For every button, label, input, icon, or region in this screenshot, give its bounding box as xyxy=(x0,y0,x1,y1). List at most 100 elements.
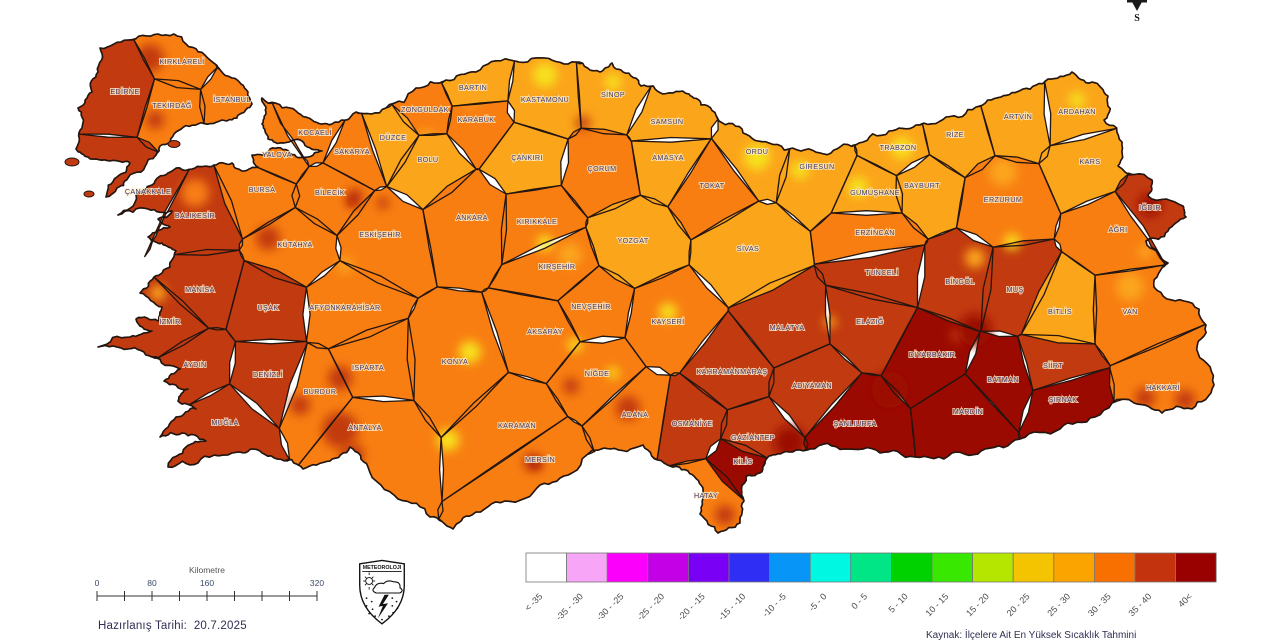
province-label: NEVŞEHİR xyxy=(571,302,611,311)
province-label: SAKARYA xyxy=(334,147,370,156)
island xyxy=(167,140,181,148)
province-label: MERSİN xyxy=(525,455,555,464)
province-cell xyxy=(213,162,300,240)
province-border xyxy=(624,264,730,377)
temperature-patch xyxy=(322,412,358,448)
province-cell xyxy=(407,286,509,438)
legend-label: -15 - -10 xyxy=(716,591,747,622)
islands-layer xyxy=(64,140,181,198)
province-cell xyxy=(160,383,290,468)
province-label: KIRIKKALE xyxy=(517,217,557,226)
province-cell xyxy=(576,62,652,135)
logo-title: METEOROLOJI xyxy=(363,565,402,571)
legend-swatch xyxy=(931,552,973,583)
province-label: İZMİR xyxy=(159,317,180,326)
province-border xyxy=(305,260,419,350)
province-label: SİNOP xyxy=(601,90,625,99)
province-label: ISPARTA xyxy=(352,363,384,372)
province-cell xyxy=(980,81,1051,164)
province-label: ZONGULDAK xyxy=(401,105,449,114)
province-cell xyxy=(507,57,582,139)
province-border xyxy=(386,133,477,211)
temperature-patch xyxy=(558,243,582,267)
province-label: BİTLİS xyxy=(1048,307,1072,316)
province-cell xyxy=(546,337,647,426)
province-label: ELAZIĞ xyxy=(856,317,884,326)
province-label: ADIYAMAN xyxy=(792,381,832,390)
province-label: DENİZLİ xyxy=(253,370,283,379)
province-cell xyxy=(1115,173,1186,265)
logo-lightning-icon xyxy=(377,594,389,619)
province-cell xyxy=(76,134,159,197)
province-border xyxy=(955,155,1062,248)
legend-swatch xyxy=(1175,552,1217,583)
province-label: ÇANKIRI xyxy=(511,153,543,162)
province-label: MALATYA xyxy=(770,323,805,332)
temperature-patch xyxy=(563,378,579,394)
province-cell xyxy=(956,155,1061,248)
province-label: DÜZCE xyxy=(380,133,407,142)
temperature-patch xyxy=(989,158,1017,186)
province-label: AYDIN xyxy=(183,360,206,369)
coastline xyxy=(75,33,253,198)
province-label: KARS xyxy=(1080,157,1101,166)
province-label: MUŞ xyxy=(1006,285,1023,294)
legend-swatch xyxy=(647,552,689,583)
legend-swatch xyxy=(566,552,608,583)
temperature-patch xyxy=(347,197,357,207)
province-cell xyxy=(631,138,712,207)
province-label: TRABZON xyxy=(880,143,917,152)
prepared-date-value: 20.7.2025 xyxy=(193,620,247,632)
province-border xyxy=(824,284,919,377)
province-label: ARTVİN xyxy=(1004,112,1032,121)
temperature-patch xyxy=(150,285,166,301)
province-label: BARTIN xyxy=(459,83,487,92)
province-label: DİYARBAKIR xyxy=(909,350,956,359)
temperature-patch xyxy=(437,429,459,451)
province-label: KOCAELİ xyxy=(298,128,332,137)
legend-label: 25 - 30 xyxy=(1045,591,1072,618)
province-label: KONYA xyxy=(442,357,468,366)
province-label: OSMANİYE xyxy=(672,419,713,428)
province-label: ÇANAKKALE xyxy=(125,187,171,196)
province-cell xyxy=(199,66,252,125)
temperature-patch xyxy=(791,161,809,179)
province-cell xyxy=(689,201,815,308)
temperature-patch xyxy=(456,78,484,106)
province-label: TEKİRDAĞ xyxy=(152,101,192,110)
legend-label: 40< xyxy=(1176,591,1194,609)
province-label: KARABÜK xyxy=(458,115,495,124)
temperature-patch xyxy=(659,303,677,321)
province-cell xyxy=(437,416,595,529)
province-label: YOZGAT xyxy=(617,236,648,245)
temperature-patch xyxy=(1175,390,1195,410)
meteoroloji-logo: METEOROLOJI xyxy=(359,559,405,625)
temperature-patch xyxy=(531,459,541,469)
province-label: SİİRT xyxy=(1043,361,1063,370)
coastline xyxy=(97,57,1215,534)
temperature-patch xyxy=(605,74,621,90)
province-cell xyxy=(118,167,189,257)
scalebar-title: Kilometre xyxy=(189,565,225,575)
legend-label: 5 - 10 xyxy=(886,591,909,614)
province-border xyxy=(916,227,994,333)
province-label: GAZİANTEP xyxy=(731,433,775,442)
province-label: ŞIRNAK xyxy=(1049,395,1078,404)
temperature-patch xyxy=(896,249,914,267)
province-label: NİĞDE xyxy=(585,369,610,378)
legend-label: 20 - 25 xyxy=(1005,591,1032,618)
province-cell xyxy=(895,154,966,240)
temperature-patch-layer xyxy=(136,44,1195,525)
temperature-patch xyxy=(1138,245,1152,259)
province-cell xyxy=(446,100,514,170)
province-label: BURSA xyxy=(249,185,276,194)
province-cell xyxy=(728,265,830,368)
province-border xyxy=(585,194,692,290)
province-cell xyxy=(922,105,995,178)
legend-swatch xyxy=(850,552,892,583)
province-label: ANTALYA xyxy=(348,423,382,432)
province-cell xyxy=(481,287,581,384)
prepared-date: Hazırlanış Tarihi: 20.7.2025 xyxy=(98,620,247,632)
